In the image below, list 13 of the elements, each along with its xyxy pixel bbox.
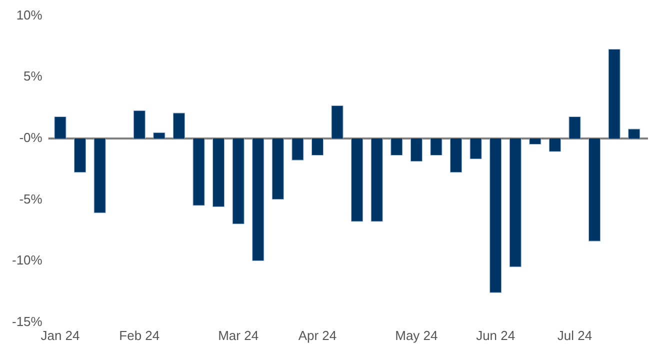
- y-tick-label: 10%: [16, 7, 43, 22]
- x-tick-label: Apr 24: [298, 328, 337, 343]
- y-tick-label: -5%: [19, 191, 43, 206]
- y-tick-label: 5%: [24, 68, 43, 84]
- x-tick-label: Jun 24: [476, 328, 516, 343]
- y-tick-label: -15%: [12, 314, 43, 329]
- x-tick-label: Feb 24: [119, 328, 160, 343]
- x-tick-label: May 24: [395, 328, 438, 343]
- x-tick-label: Jul 24: [557, 328, 592, 343]
- x-tick-label: Jan 24: [40, 328, 80, 343]
- y-tick-label: -10%: [12, 252, 43, 268]
- y-tick-label: -0%: [19, 130, 43, 146]
- x-tick-label: Mar 24: [218, 328, 259, 343]
